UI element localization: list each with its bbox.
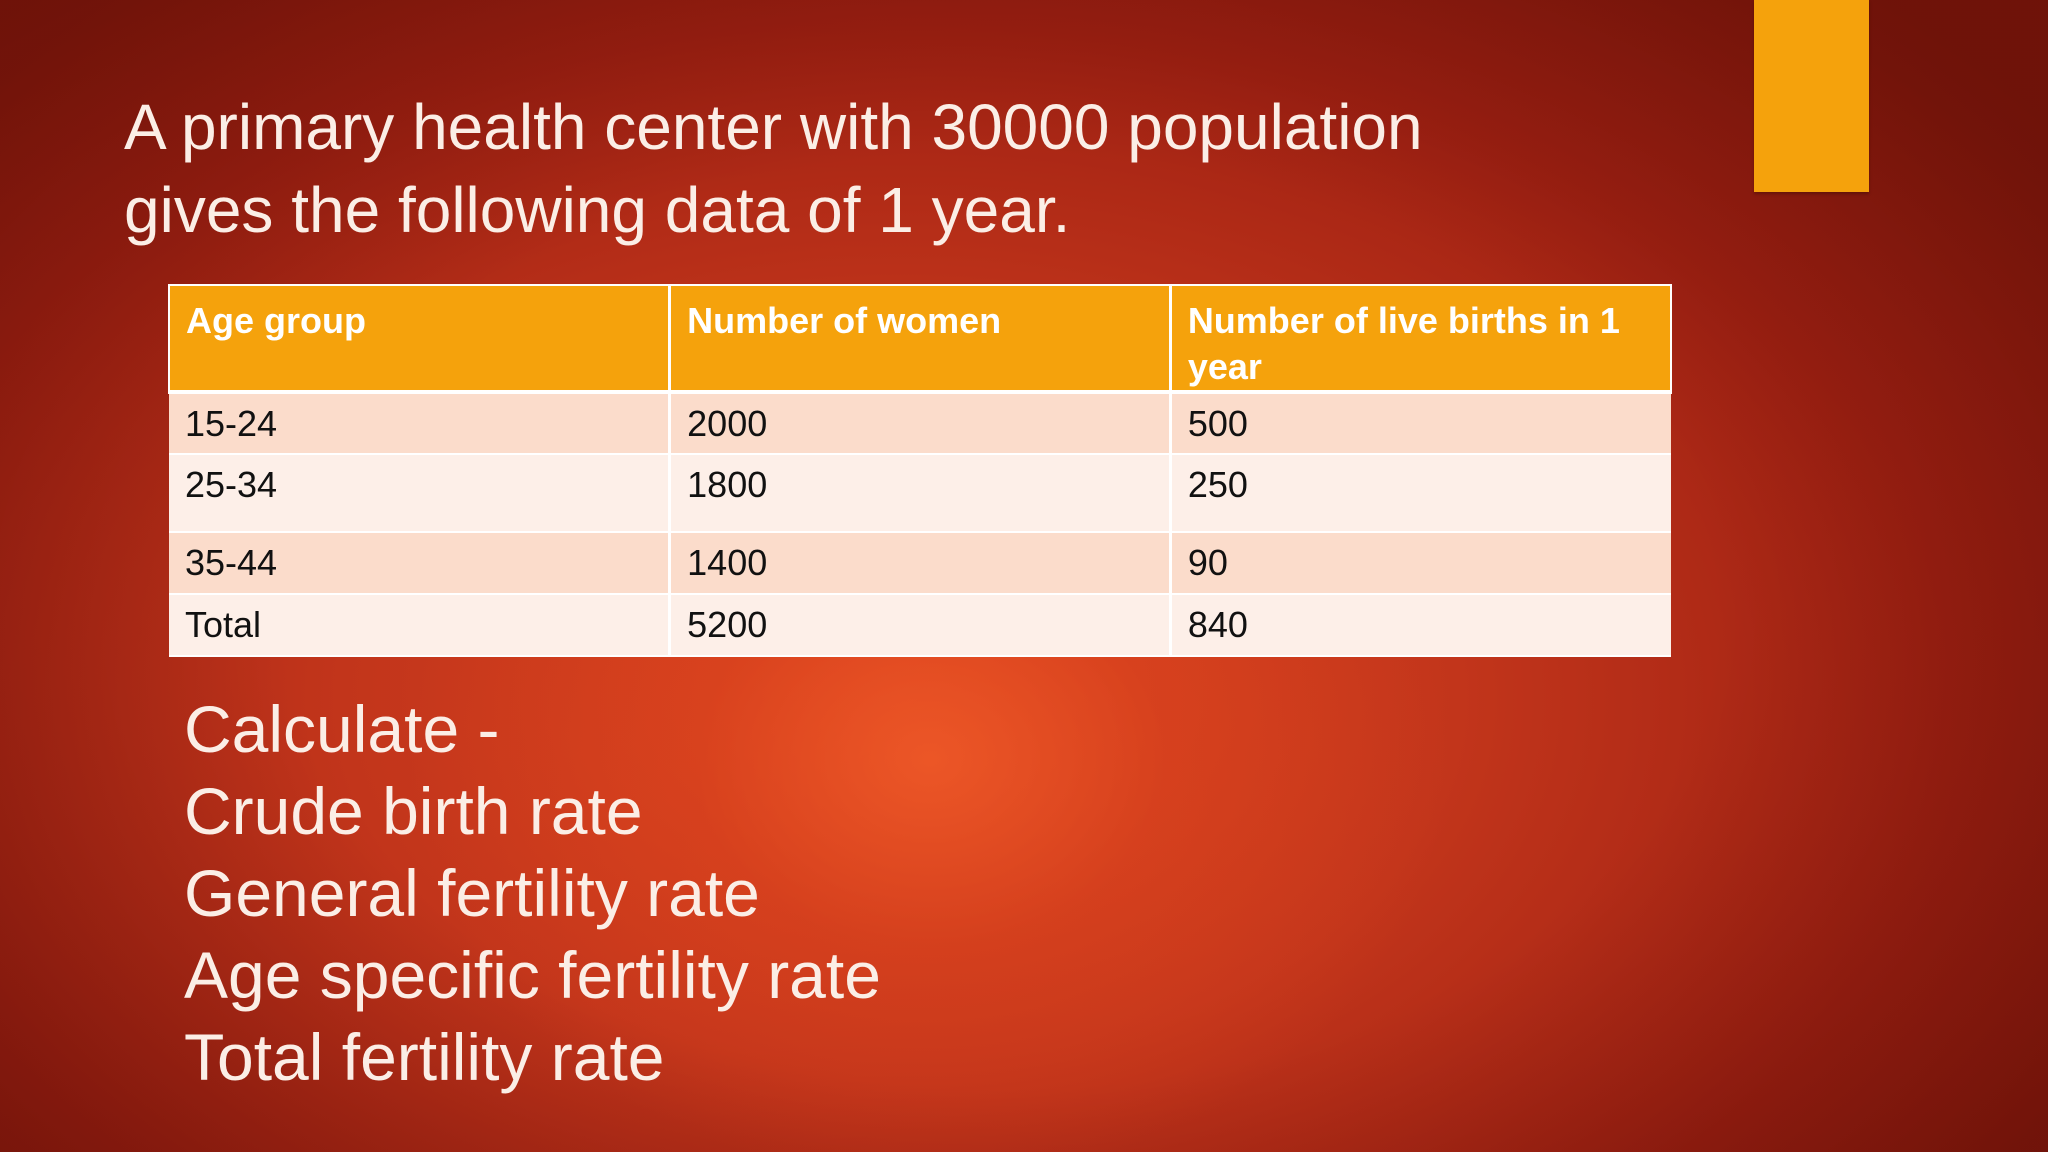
task-list: Calculate - Crude birth rate General fer… bbox=[184, 688, 881, 1098]
cell-age-group: Total bbox=[169, 594, 672, 657]
table-row: 35-44 1400 90 bbox=[169, 532, 1671, 595]
cell-age-group: 15-24 bbox=[169, 392, 672, 455]
title-line-1: A primary health center with 30000 popul… bbox=[124, 91, 1423, 163]
task-heading: Calculate - bbox=[184, 692, 500, 766]
task-item: General fertility rate bbox=[184, 856, 760, 930]
cell-age-group: 25-34 bbox=[169, 454, 672, 533]
table-row: 15-24 2000 500 bbox=[169, 392, 1671, 455]
cell-women: 1800 bbox=[669, 454, 1172, 533]
table-row: 25-34 1800 250 bbox=[169, 454, 1671, 533]
cell-women: 5200 bbox=[669, 594, 1172, 657]
task-item: Total fertility rate bbox=[184, 1020, 665, 1094]
accent-bar bbox=[1754, 0, 1869, 192]
data-table: Age group Number of women Number of live… bbox=[168, 284, 1672, 657]
cell-women: 2000 bbox=[669, 392, 1172, 455]
cell-births: 250 bbox=[1170, 454, 1671, 533]
cell-births: 500 bbox=[1170, 392, 1671, 455]
cell-age-group: 35-44 bbox=[169, 532, 672, 595]
header-number-of-women: Number of women bbox=[669, 284, 1172, 394]
header-live-births: Number of live births in 1 year bbox=[1170, 284, 1672, 394]
title-line-2: gives the following data of 1 year. bbox=[124, 174, 1071, 246]
cell-births: 840 bbox=[1170, 594, 1671, 657]
table-header-row: Age group Number of women Number of live… bbox=[168, 284, 1672, 394]
cell-women: 1400 bbox=[669, 532, 1172, 595]
slide-title: A primary health center with 30000 popul… bbox=[124, 86, 1684, 252]
task-item: Age specific fertility rate bbox=[184, 938, 881, 1012]
task-item: Crude birth rate bbox=[184, 774, 643, 848]
header-age-group: Age group bbox=[168, 284, 672, 394]
cell-births: 90 bbox=[1170, 532, 1671, 595]
table-row-total: Total 5200 840 bbox=[169, 594, 1671, 657]
